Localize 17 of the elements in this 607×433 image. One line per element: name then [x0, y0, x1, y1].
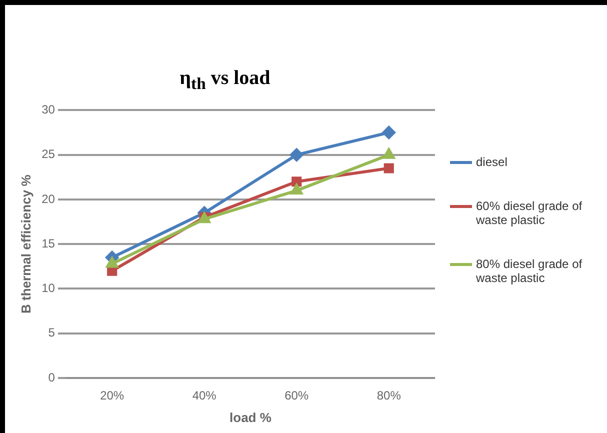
y-tick-label: 30 — [42, 102, 56, 117]
y-tick-label: 10 — [42, 281, 56, 296]
x-tick-label: 80% — [376, 388, 402, 403]
y-axis-title: B thermal efficiency % — [18, 174, 34, 314]
x-tick-label: 20% — [100, 388, 124, 403]
y-tick-label: 5 — [48, 326, 56, 340]
y-tick-label: 20 — [42, 192, 56, 206]
legend-label: diesel — [476, 155, 508, 169]
x-axis-title: load % — [230, 410, 272, 425]
x-tick-label: 60% — [284, 388, 309, 403]
y-tick-label: 15 — [42, 236, 56, 250]
legend-label: 60% diesel grade of waste plastic — [476, 199, 584, 227]
x-tick-label: 40% — [192, 388, 217, 403]
y-tick-label: 0 — [48, 370, 56, 384]
legend-label: 80% diesel grade of waste plastic — [476, 257, 584, 285]
y-tick-label: 25 — [42, 147, 56, 162]
chart-title: η$_{th}$ vs load — [178, 67, 272, 94]
